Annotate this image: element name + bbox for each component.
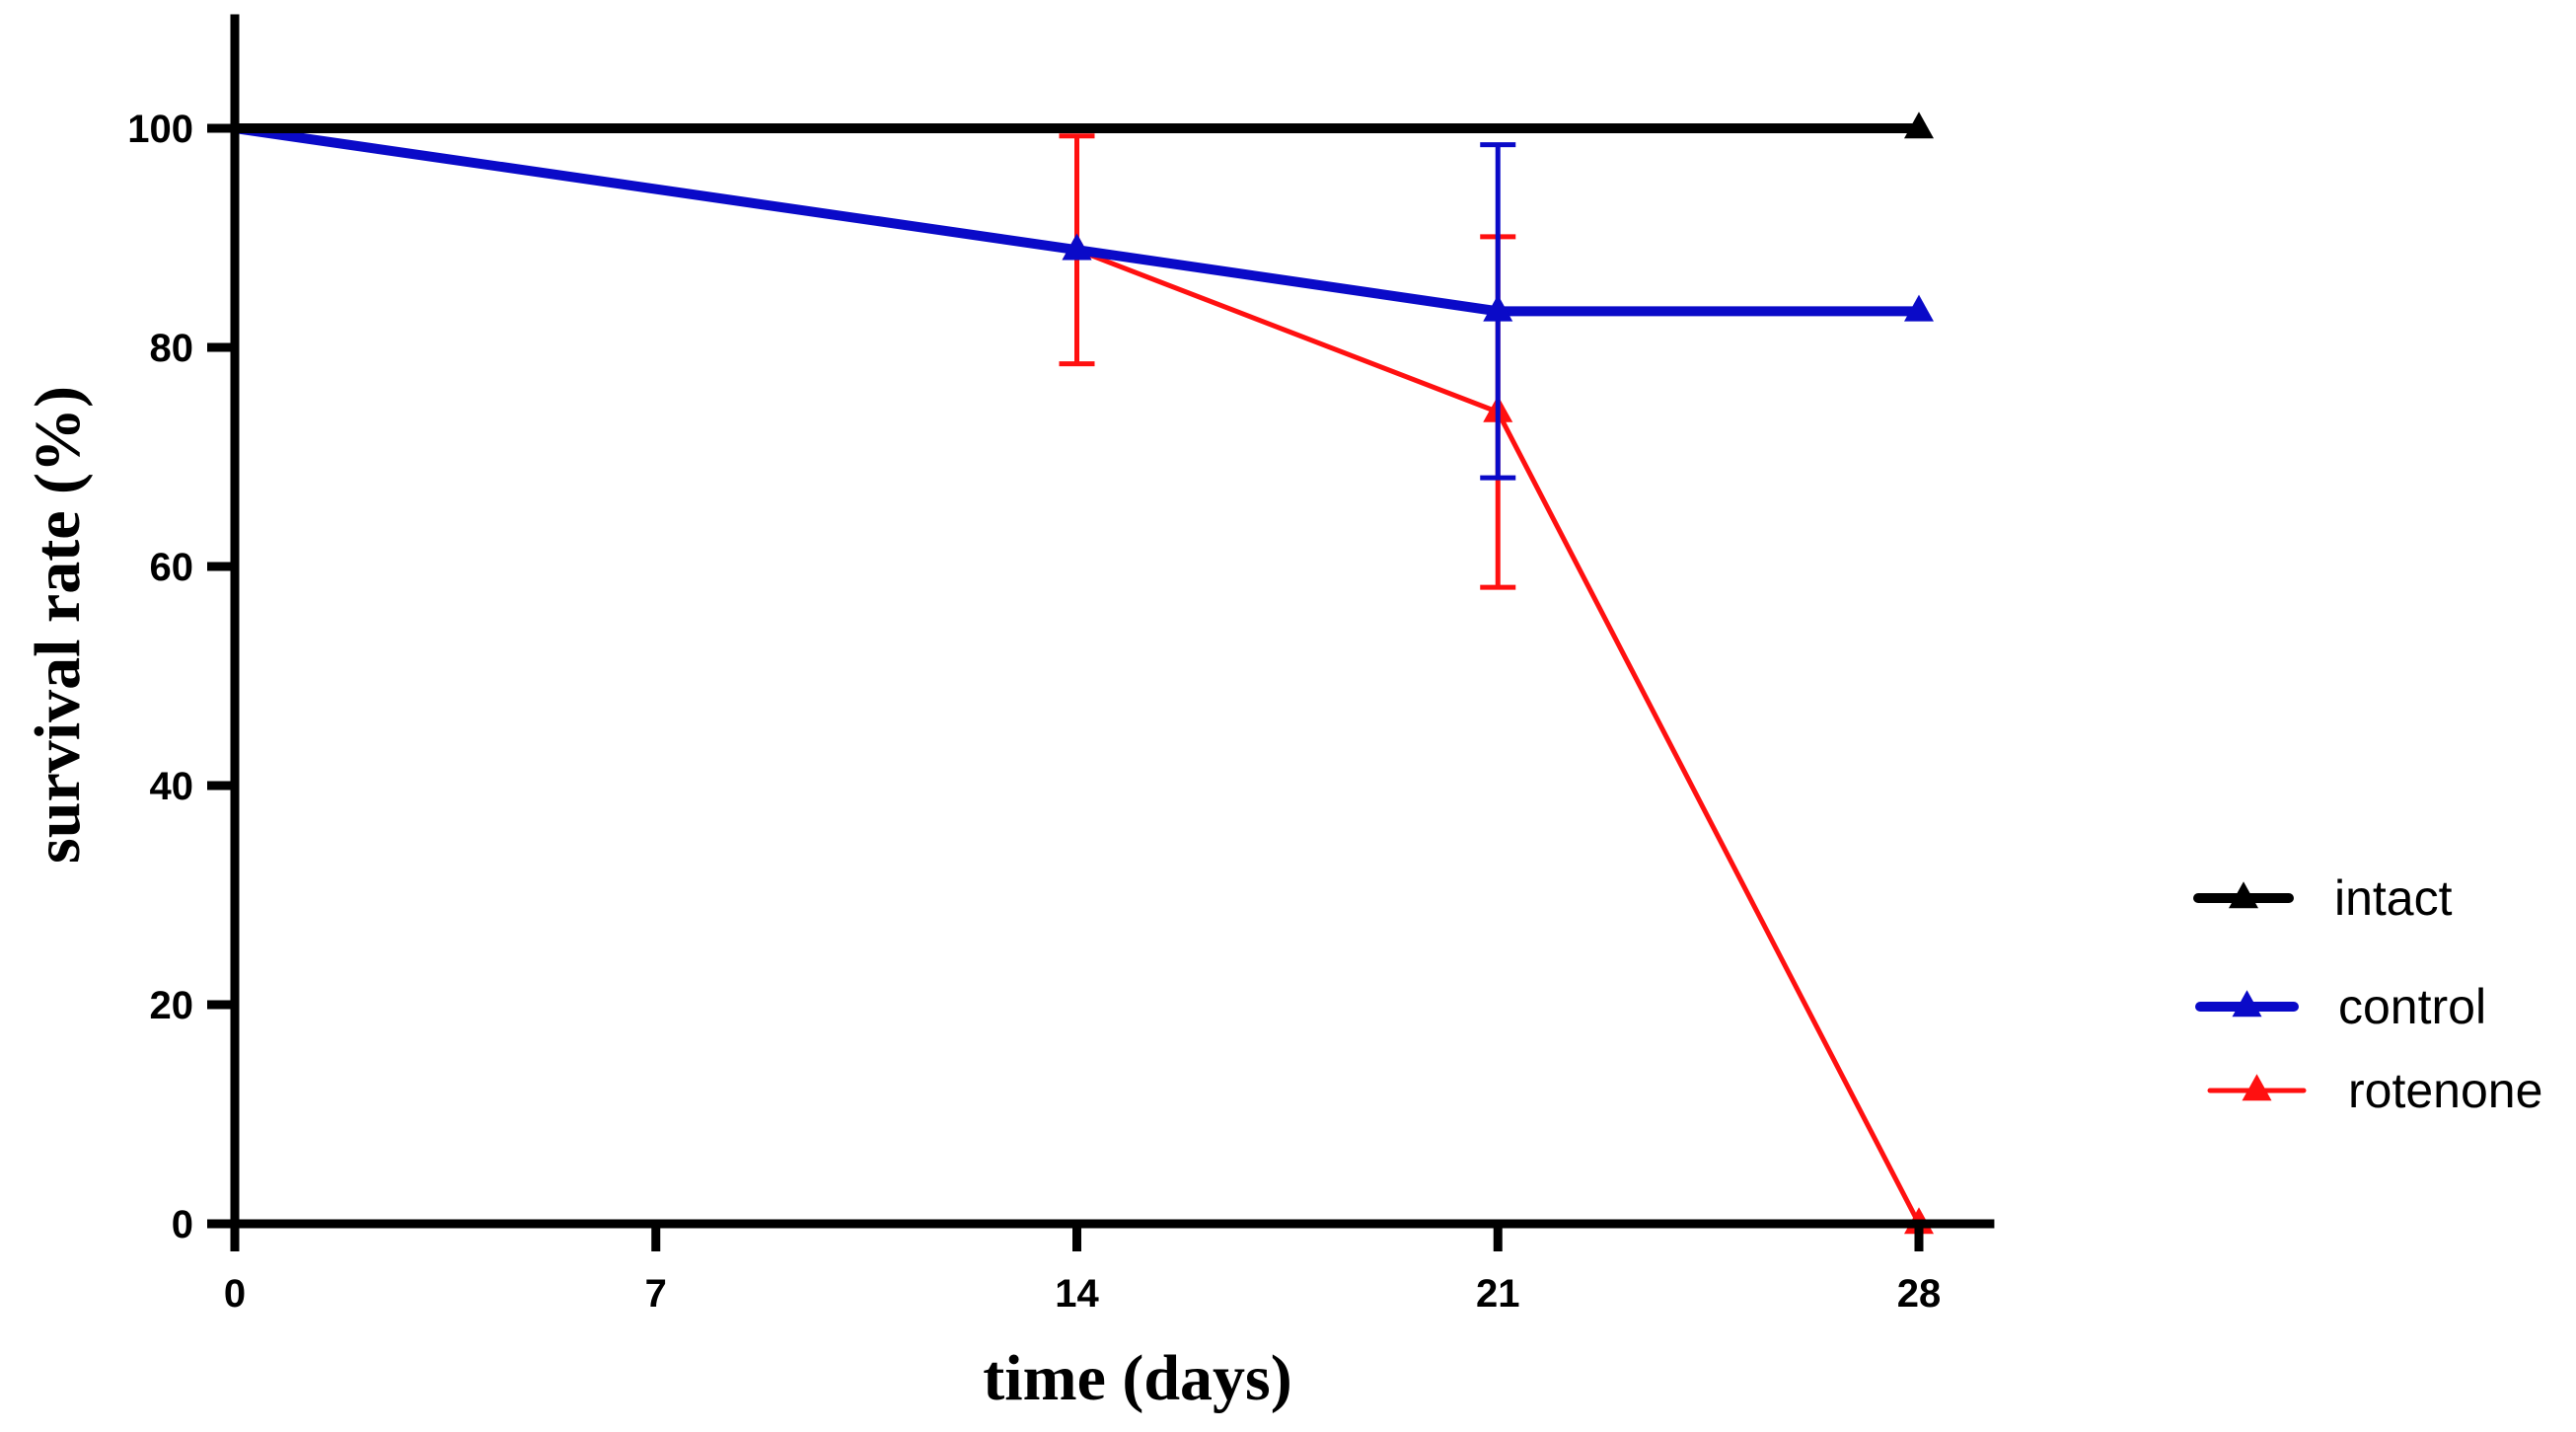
- x-tick-label: 21: [1476, 1272, 1520, 1316]
- y-axis-title: survival rate (%): [22, 386, 94, 864]
- data-point-control: [1062, 233, 1092, 261]
- x-axis-title: time (days): [983, 1342, 1291, 1414]
- y-tick-label: 20: [150, 984, 194, 1027]
- legend: intact control rotenone: [2193, 870, 2542, 1118]
- legend-entry-intact: intact: [2193, 870, 2453, 926]
- legend-label: intact: [2334, 870, 2453, 926]
- x-tick-label: 7: [645, 1272, 667, 1316]
- series-rotenone: [234, 125, 1934, 1235]
- x-tick-label: 14: [1055, 1272, 1099, 1316]
- y-tick-label: 0: [172, 1203, 193, 1246]
- data-point-control: [1904, 294, 1934, 322]
- y-tick-label: 100: [127, 108, 193, 151]
- series-intact: [235, 112, 1934, 139]
- y-tick-label: 60: [150, 546, 194, 589]
- legend-entry-control: control: [2195, 979, 2486, 1034]
- legend-swatch-marker: [2232, 990, 2262, 1017]
- y-tick-label: 40: [150, 765, 194, 808]
- legend-label: rotenone: [2348, 1063, 2542, 1118]
- legend-swatch-marker: [2242, 1074, 2272, 1101]
- x-tick-label: 28: [1897, 1272, 1942, 1316]
- data-point-control: [1483, 294, 1513, 322]
- ticks-layer: 0 20 40 60 80 100 0 7 14 21 28: [127, 108, 1941, 1316]
- legend-label: control: [2338, 979, 2486, 1034]
- x-tick-label: 0: [224, 1272, 246, 1316]
- series-control: [234, 123, 1934, 481]
- series-layer: [234, 112, 1934, 1235]
- legend-entry-rotenone: rotenone: [2207, 1063, 2542, 1118]
- legend-swatch-marker: [2229, 881, 2258, 909]
- y-tick-label: 80: [150, 327, 194, 370]
- axes-layer: [230, 14, 1995, 1229]
- series-line-control: [234, 123, 1919, 317]
- data-point-intact: [1904, 112, 1934, 139]
